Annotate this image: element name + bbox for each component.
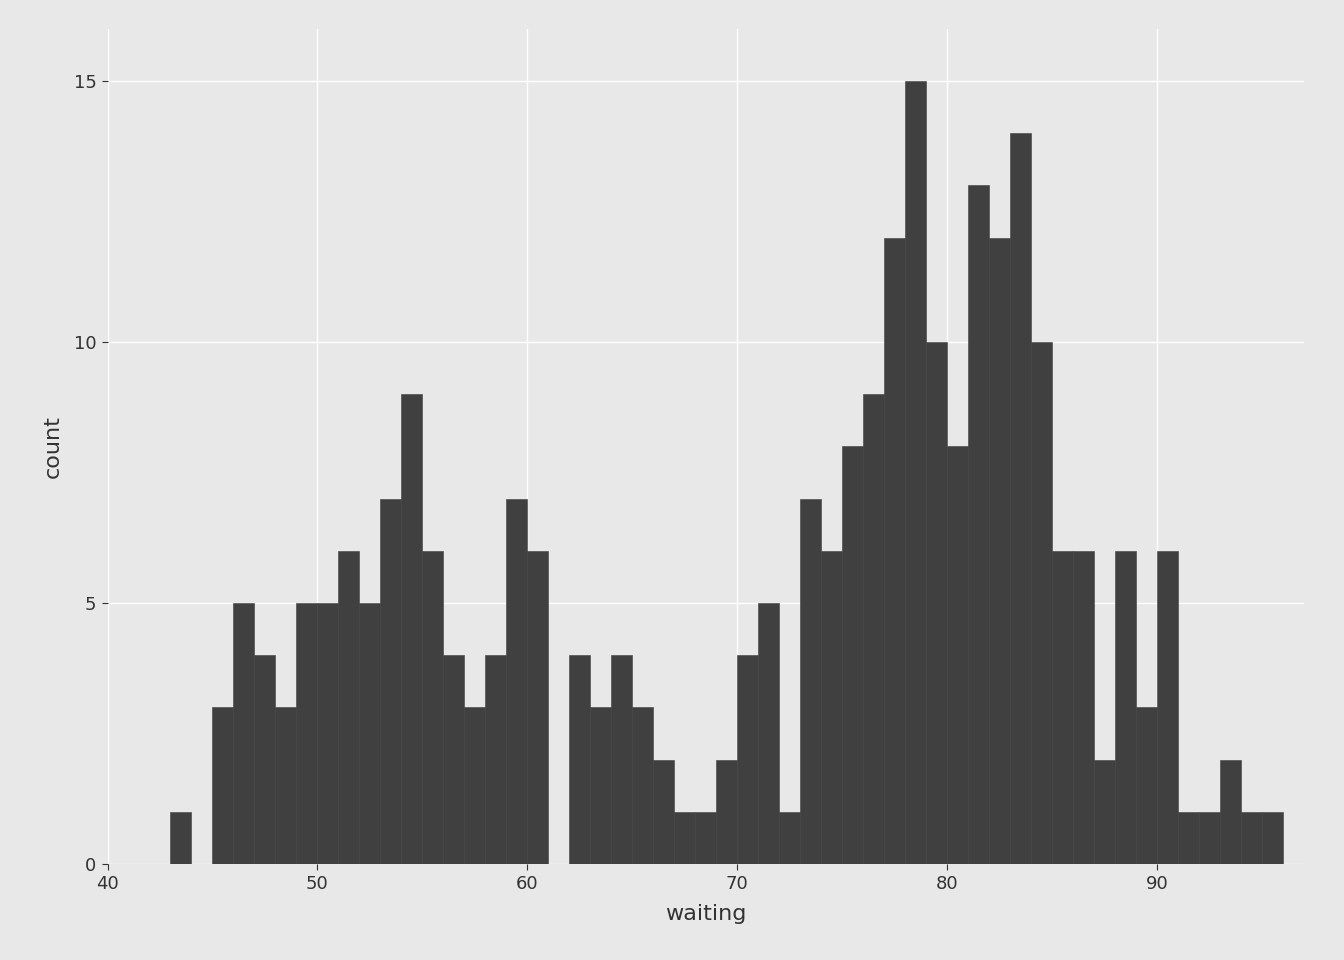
Y-axis label: count: count	[43, 415, 62, 478]
Bar	[1199, 812, 1220, 864]
Bar	[402, 395, 422, 864]
Bar	[1157, 551, 1177, 864]
Bar	[821, 551, 841, 864]
Bar	[800, 498, 821, 864]
Bar	[590, 708, 612, 864]
Bar	[276, 708, 297, 864]
Bar	[612, 656, 632, 864]
Bar	[884, 238, 905, 864]
Bar	[254, 656, 276, 864]
Bar	[1220, 759, 1241, 864]
Bar	[1262, 812, 1282, 864]
Bar	[1073, 551, 1094, 864]
Bar	[317, 603, 339, 864]
Bar	[380, 498, 402, 864]
Bar	[527, 551, 548, 864]
Bar	[297, 603, 317, 864]
Bar	[570, 656, 590, 864]
Bar	[632, 708, 653, 864]
Bar	[716, 759, 737, 864]
Bar	[422, 551, 444, 864]
Bar	[1031, 342, 1052, 864]
Bar	[948, 446, 968, 864]
Bar	[905, 81, 926, 864]
Bar	[1094, 759, 1114, 864]
X-axis label: waiting: waiting	[665, 904, 746, 924]
Bar	[653, 759, 675, 864]
Bar	[234, 603, 254, 864]
Bar	[863, 395, 884, 864]
Bar	[1009, 133, 1031, 864]
Bar	[758, 603, 780, 864]
Bar	[695, 812, 716, 864]
Bar	[485, 656, 507, 864]
Bar	[1241, 812, 1262, 864]
Bar	[339, 551, 359, 864]
Bar	[841, 446, 863, 864]
Bar	[359, 603, 380, 864]
Bar	[1177, 812, 1199, 864]
Bar	[1052, 551, 1073, 864]
Bar	[780, 812, 800, 864]
Bar	[989, 238, 1009, 864]
Bar	[464, 708, 485, 864]
Bar	[212, 708, 234, 864]
Bar	[444, 656, 464, 864]
Bar	[675, 812, 695, 864]
Bar	[171, 812, 191, 864]
Bar	[1114, 551, 1136, 864]
Bar	[737, 656, 758, 864]
Bar	[1136, 708, 1157, 864]
Bar	[926, 342, 948, 864]
Bar	[507, 498, 527, 864]
Bar	[968, 185, 989, 864]
